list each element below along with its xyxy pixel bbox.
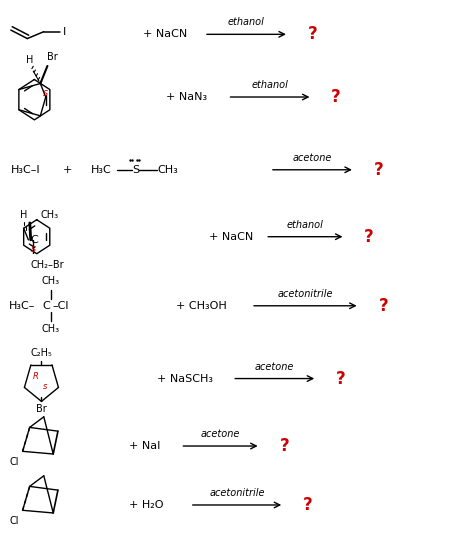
Text: ethanol: ethanol	[287, 220, 324, 230]
Text: CH₃: CH₃	[42, 324, 60, 334]
Text: R: R	[32, 372, 38, 381]
Text: Br: Br	[36, 404, 47, 414]
Text: acetonitrile: acetonitrile	[278, 289, 333, 299]
Text: ethanol: ethanol	[228, 18, 265, 27]
Text: C₂H₅: C₂H₅	[30, 348, 52, 358]
Text: CH₃: CH₃	[40, 210, 58, 219]
Text: ?: ?	[374, 161, 383, 179]
Text: acetone: acetone	[255, 362, 294, 372]
Text: ethanol: ethanol	[252, 80, 288, 90]
Text: +: +	[63, 165, 72, 175]
Text: ?: ?	[378, 297, 388, 315]
Text: S: S	[132, 165, 139, 175]
Text: Br: Br	[47, 52, 58, 62]
Text: H: H	[26, 55, 34, 65]
Text: + NaCN: + NaCN	[209, 232, 253, 242]
Text: acetone: acetone	[201, 429, 240, 439]
Text: + NaSCH₃: + NaSCH₃	[157, 374, 213, 383]
Text: ?: ?	[331, 88, 341, 106]
Text: + CH₃OH: + CH₃OH	[176, 301, 227, 311]
Text: ?: ?	[279, 437, 289, 455]
Text: CH₃: CH₃	[42, 276, 60, 286]
Text: acetonitrile: acetonitrile	[209, 488, 265, 498]
Text: CH₃: CH₃	[157, 165, 178, 175]
Text: + NaCN: + NaCN	[143, 29, 187, 40]
Text: H₃C–I: H₃C–I	[11, 165, 40, 175]
Text: H₃C–: H₃C–	[9, 301, 35, 311]
Text: ?: ?	[336, 370, 346, 388]
Text: acetone: acetone	[293, 153, 332, 163]
Text: Cl: Cl	[9, 516, 19, 525]
Text: ?: ?	[364, 227, 374, 246]
Text: + NaI: + NaI	[128, 441, 160, 451]
Text: ?: ?	[303, 496, 313, 514]
Text: s: s	[31, 245, 36, 255]
Text: I: I	[63, 27, 66, 37]
Text: s: s	[43, 88, 47, 98]
Text: ?: ?	[308, 25, 318, 43]
Text: s: s	[43, 382, 47, 391]
Text: H: H	[20, 210, 27, 219]
Text: C: C	[31, 235, 38, 245]
Text: CH₂–Br: CH₂–Br	[31, 260, 64, 270]
Text: + H₂O: + H₂O	[128, 500, 163, 510]
Text: –Cl: –Cl	[52, 301, 69, 311]
Text: + NaN₃: + NaN₃	[166, 92, 208, 102]
Text: C: C	[42, 301, 50, 311]
Text: Cl: Cl	[9, 457, 19, 467]
Text: H₃C: H₃C	[91, 165, 112, 175]
